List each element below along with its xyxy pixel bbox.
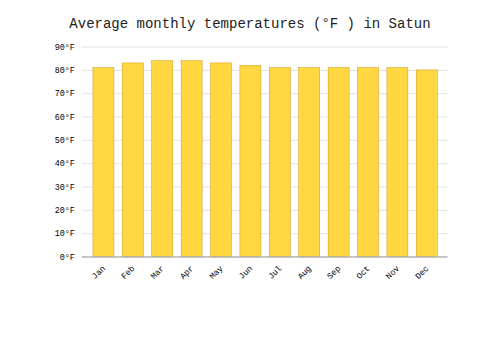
svg-text:Dec: Dec: [414, 264, 432, 282]
html-text:Average monthly temperatures (: Average monthly temperatures (°F ) in Sa…: [69, 16, 431, 32]
svg-text:0°F: 0°F: [60, 253, 75, 263]
svg-text:Jun: Jun: [237, 264, 255, 282]
svg-text:Oct: Oct: [355, 264, 373, 282]
svg-text:90°F: 90°F: [55, 43, 75, 53]
svg-text:May: May: [208, 264, 226, 282]
svg-text:20°F: 20°F: [55, 206, 75, 216]
svg-text:Mar: Mar: [149, 264, 167, 282]
svg-text:Feb: Feb: [120, 264, 138, 282]
svg-text:Aug: Aug: [296, 264, 314, 282]
svg-text:70°F: 70°F: [55, 89, 75, 99]
svg-text:30°F: 30°F: [55, 183, 75, 193]
svg-text:Apr: Apr: [178, 264, 196, 282]
svg-text:Jan: Jan: [90, 264, 108, 282]
svg-text:50°F: 50°F: [55, 136, 75, 146]
svg-text:Nov: Nov: [384, 264, 402, 282]
svg-text:80°F: 80°F: [55, 66, 75, 76]
svg-text:Jul: Jul: [267, 264, 285, 282]
svg-text:60°F: 60°F: [55, 113, 75, 123]
svg-text:40°F: 40°F: [55, 159, 75, 169]
svg-text:10°F: 10°F: [55, 229, 75, 239]
svg-text:Sep: Sep: [325, 264, 343, 282]
